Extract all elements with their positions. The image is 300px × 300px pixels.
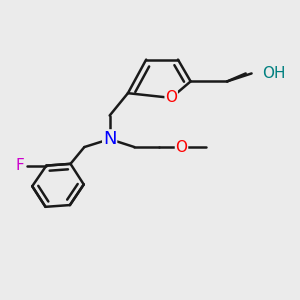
- Text: OH: OH: [262, 66, 285, 81]
- Text: O: O: [176, 140, 188, 154]
- Text: F: F: [16, 158, 24, 173]
- Text: N: N: [103, 130, 116, 148]
- Text: O: O: [165, 90, 177, 105]
